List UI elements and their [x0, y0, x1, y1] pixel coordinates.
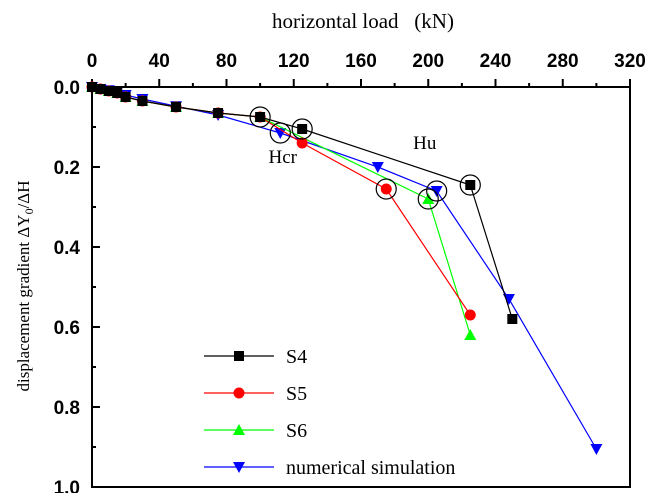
x-tick-label: 40	[149, 51, 170, 72]
y-tick-label: 0.8	[54, 398, 80, 419]
legend-entry-s5: S5	[204, 383, 307, 405]
x-tick-label: 240	[480, 51, 512, 72]
series-line-s5	[91, 86, 471, 316]
legend-label-s5: S5	[286, 383, 307, 405]
plot-frame	[91, 86, 631, 488]
annotation-hu: Hu	[413, 133, 437, 154]
y-axis-title: displacement gradient ΔY0/ΔH	[14, 180, 36, 391]
data-point-s4	[95, 84, 106, 94]
highlight-circle	[417, 188, 439, 210]
y-axis-title-subscript: 0	[22, 208, 36, 214]
legend-marker-numerical-simulation	[233, 462, 245, 473]
tick-marks	[91, 79, 631, 488]
data-point-numerical-simulation	[590, 444, 603, 455]
legend-label-s6: S6	[286, 420, 307, 442]
series-line-s6	[91, 86, 471, 336]
y-tick-label: 1.0	[54, 478, 80, 493]
y-tick-label: 0.6	[54, 318, 80, 339]
data-point-s4	[465, 180, 476, 190]
x-tick-label: 80	[216, 51, 237, 72]
annotation-hcr: Hcr	[269, 147, 298, 168]
legend-entry-s6: S6	[204, 420, 307, 442]
y-axis-title-main: displacement gradient ΔY	[14, 214, 33, 391]
circled-points	[249, 106, 481, 210]
data-point-numerical-simulation	[371, 162, 384, 173]
legend-entry-s4: S4	[204, 346, 307, 368]
x-tick-label: 120	[278, 51, 310, 72]
highlight-circle	[426, 180, 448, 202]
data-point-s4	[103, 86, 114, 96]
legend-label-s4: S4	[286, 346, 307, 368]
y-tick-label: 0.2	[54, 158, 80, 179]
highlight-circle	[269, 122, 291, 144]
series-s6	[86, 81, 477, 340]
x-tick-label: 0	[87, 51, 98, 72]
data-point-s4	[255, 112, 266, 122]
x-tick-label: 320	[614, 51, 646, 72]
legend-marker-s4	[234, 351, 244, 361]
legend-marker-s5	[233, 387, 245, 399]
annotations: Hcr Hu	[269, 133, 437, 168]
legend-marker-s6	[233, 424, 245, 435]
legend: S4 S5 S6 numerical simulation	[204, 346, 455, 479]
legend-label-numerical-simulation: numerical simulation	[286, 457, 455, 479]
data-point-s4	[507, 314, 518, 324]
series-line-numerical-simulation	[91, 86, 597, 450]
data-point-s4	[137, 96, 148, 106]
y-tick-label: 0.4	[54, 238, 81, 259]
data-point-s4	[171, 102, 182, 112]
data-point-s6	[422, 193, 435, 204]
x-tick-label: 200	[412, 51, 444, 72]
data-point-s6	[464, 329, 477, 340]
series-layer	[86, 81, 603, 455]
data-point-s5	[464, 309, 476, 321]
data-point-numerical-simulation	[430, 186, 443, 197]
data-point-s4	[120, 92, 131, 102]
y-tick-labels: 0.0 0.2 0.4 0.6 0.8 1.0	[54, 78, 81, 493]
data-point-s4	[213, 108, 224, 118]
data-point-s5	[296, 137, 308, 149]
x-tick-label: 280	[547, 51, 579, 72]
highlight-circle	[249, 106, 271, 128]
data-point-s5	[380, 183, 392, 195]
data-point-s4	[297, 124, 308, 134]
x-axis-title: horizontal load (kN)	[272, 9, 454, 33]
highlight-circle	[459, 174, 481, 196]
highlight-circle	[375, 178, 397, 200]
series-numerical-simulation	[86, 82, 603, 455]
data-point-s4	[112, 88, 123, 98]
highlight-circle	[291, 118, 313, 140]
x-tick-labels: 0 40 80 120 160 200 240 280 320	[87, 51, 646, 72]
y-axis-title-suffix: /ΔH	[14, 180, 33, 208]
y-tick-label: 0.0	[54, 78, 80, 99]
series-s5	[86, 81, 476, 321]
legend-entry-numerical-simulation: numerical simulation	[204, 457, 455, 479]
x-tick-label: 160	[345, 51, 377, 72]
